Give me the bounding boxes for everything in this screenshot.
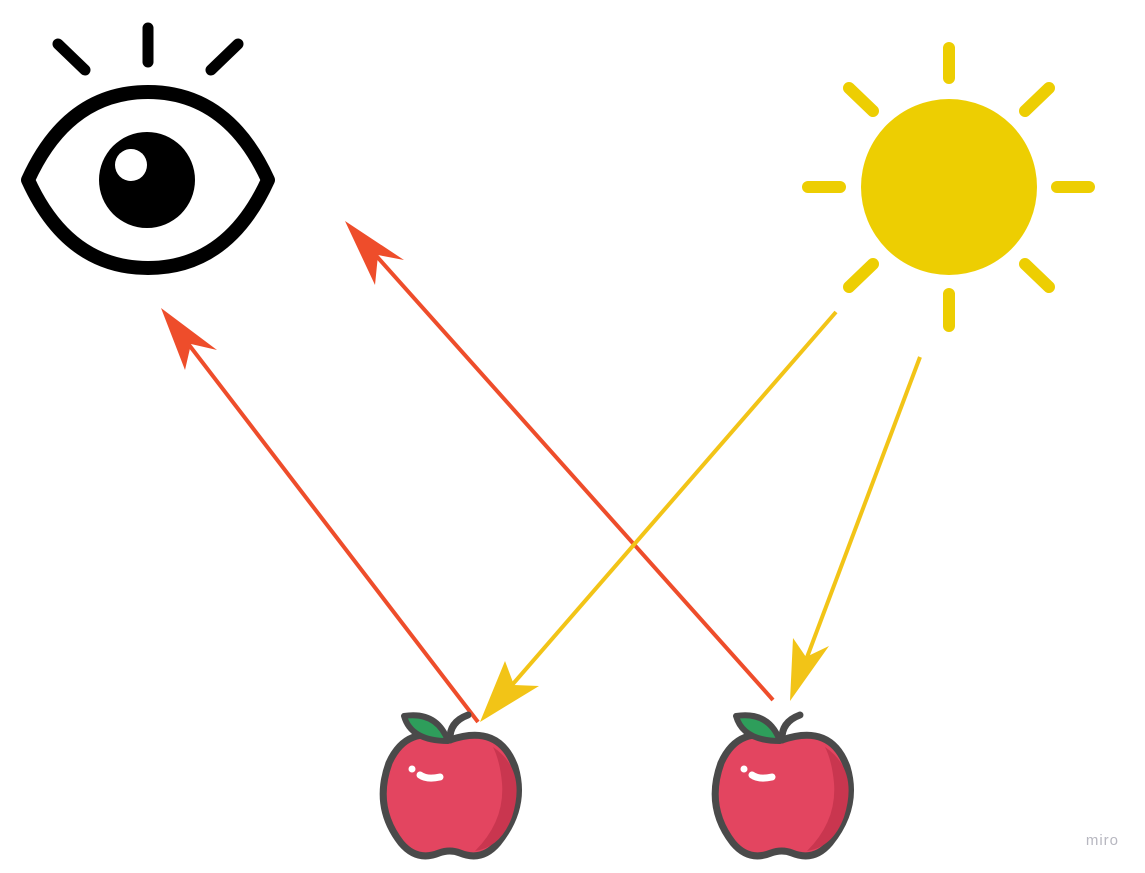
apple-icon-left — [379, 711, 523, 860]
reflected-ray-right-to-eye — [345, 221, 775, 702]
eye-icon — [21, 22, 275, 275]
light-ray-sun-to-left-apple — [480, 310, 838, 722]
reflected-ray-left-to-eye — [161, 308, 480, 724]
sun-icon — [802, 42, 1095, 332]
miro-watermark: miro — [1085, 832, 1119, 849]
apple-icon-right — [711, 711, 855, 860]
light-ray-sun-to-right-apple — [790, 356, 922, 701]
